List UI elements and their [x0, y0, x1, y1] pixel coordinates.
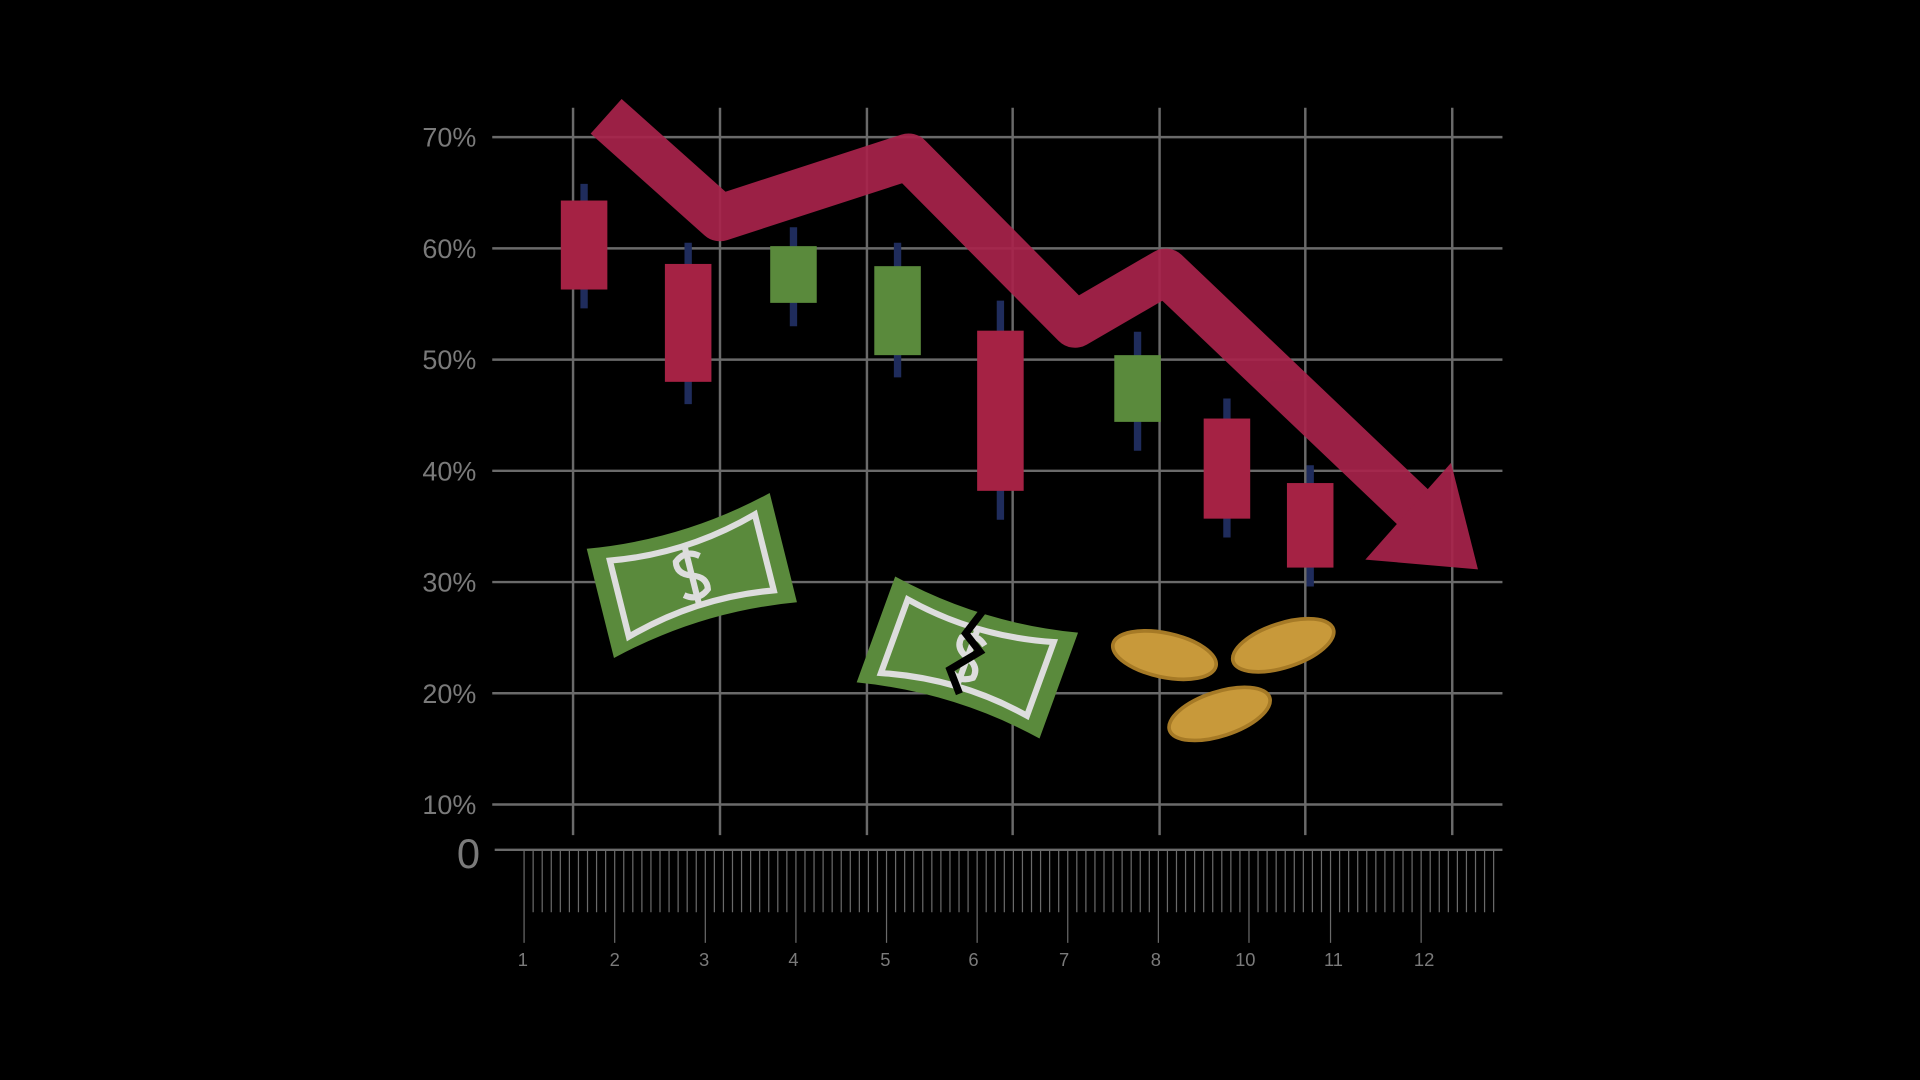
coins	[1110, 616, 1336, 743]
candles-layer	[560, 183, 1334, 587]
candle-body	[1114, 355, 1161, 422]
ruler-label: 8	[1151, 949, 1161, 970]
candle-body	[560, 200, 608, 290]
ruler: 1 2 3 4 5 6 7 8 10 11 12	[518, 849, 1495, 970]
y-tick-label: 70%	[422, 123, 476, 153]
ruler-label: 10	[1235, 949, 1255, 970]
ruler-label: 5	[880, 949, 890, 970]
ruler-label: 2	[610, 949, 620, 970]
candle-body	[770, 246, 817, 303]
candle-body	[1203, 418, 1251, 519]
ruler-label: 11	[1324, 949, 1343, 970]
ruler-label: 12	[1414, 949, 1434, 970]
candle-body	[664, 263, 712, 382]
y-tick-label: 10%	[422, 790, 476, 820]
ruler-label: 7	[1059, 949, 1069, 970]
trend-arrow	[590, 98, 1478, 570]
ruler-label: 1	[518, 949, 528, 970]
candle-body	[977, 330, 1024, 491]
y-tick-label: 60%	[422, 234, 476, 264]
y-tick-label: 40%	[422, 456, 476, 486]
y-tick-label: 20%	[422, 679, 476, 709]
y-tick-label: 50%	[422, 345, 476, 375]
candle-body	[1286, 483, 1334, 568]
ruler-label: 4	[788, 949, 798, 970]
torn-dollar-bill	[856, 576, 1079, 739]
dollar-bill	[586, 492, 797, 659]
y-tick-label: 30%	[422, 568, 476, 598]
ruler-label: 6	[968, 949, 978, 970]
candle-body	[874, 266, 921, 356]
origin-label: 0	[457, 830, 480, 877]
ruler-label: 3	[699, 949, 709, 970]
